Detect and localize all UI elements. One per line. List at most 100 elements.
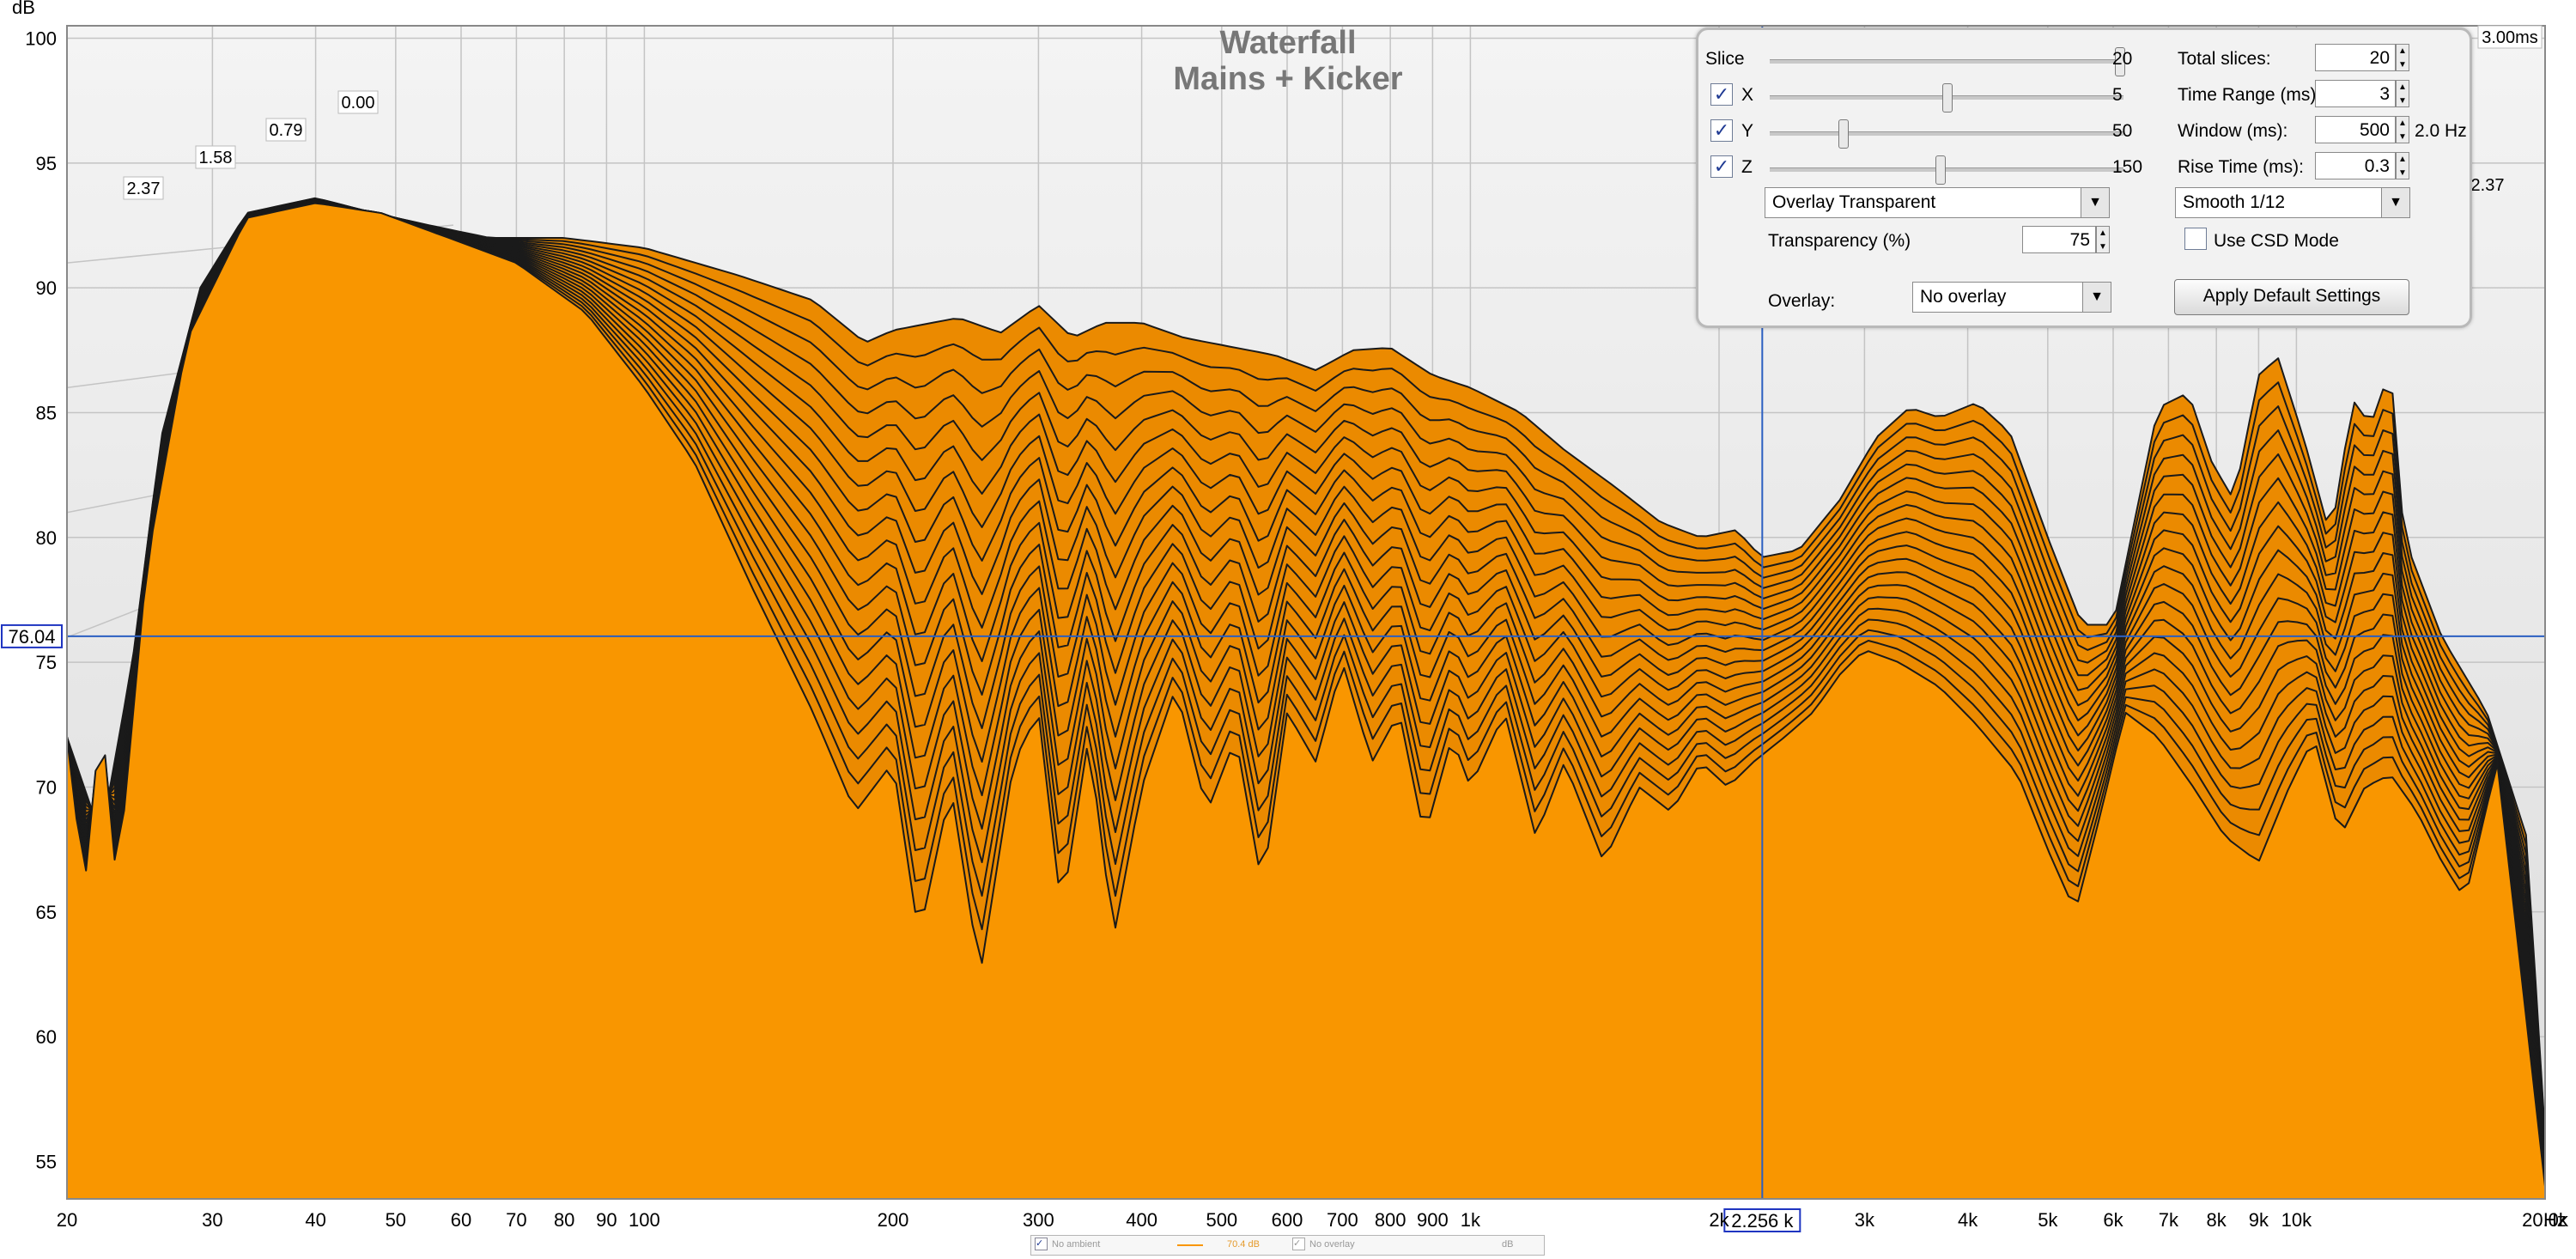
- waterfall-controls-panel: Slice 20 ✓ X 5 ✓ Y 50 ✓ Z 150 Overlay Tr…: [1696, 27, 2472, 328]
- smoothing-select[interactable]: Smooth 1/12 ▼: [2175, 187, 2410, 218]
- x-tick-label: 300: [1023, 1209, 1054, 1231]
- apply-default-settings-button[interactable]: Apply Default Settings: [2174, 279, 2409, 315]
- time-label-box: [195, 145, 236, 169]
- x-tick-label: 60: [451, 1209, 471, 1231]
- window-frequency: 2.0 Hz: [2415, 121, 2467, 141]
- x-tick-label: 800: [1375, 1209, 1406, 1231]
- mode-select[interactable]: Overlay Transparent ▼: [1765, 187, 2110, 218]
- legend-ambient-checkbox[interactable]: ✓: [1035, 1238, 1048, 1250]
- x-tick-label: 80: [554, 1209, 574, 1231]
- slice-value: 20: [2112, 49, 2133, 69]
- x-tick-label: 1k: [1461, 1209, 1481, 1231]
- transparency-spinner[interactable]: ▲ ▼: [2096, 226, 2110, 253]
- right-time-label: 2.37: [2471, 176, 2505, 195]
- y-tick-label: 90: [36, 277, 57, 299]
- x-tick-label: 900: [1417, 1209, 1449, 1231]
- x-tick-label: 20.0k: [2522, 1209, 2569, 1231]
- x-checkbox[interactable]: ✓: [1710, 83, 1733, 106]
- total-slices-spinner[interactable]: ▲ ▼: [2396, 44, 2409, 71]
- waterfall-slice: [67, 202, 2545, 1199]
- rise-time-input[interactable]: 0.3: [2315, 152, 2396, 179]
- cursor-frequency-box: [1723, 1208, 1801, 1232]
- transparency-input[interactable]: 75: [2022, 226, 2096, 253]
- x-tick-label: 7k: [2159, 1209, 2179, 1231]
- y-tick-label: 65: [36, 902, 57, 923]
- window-spinner[interactable]: ▲ ▼: [2396, 116, 2409, 143]
- right-top-time-box: [2477, 25, 2543, 49]
- y-axis-ticks: 100 95 90 85 80 75 70 65 60 55: [25, 28, 57, 1173]
- y-tick-label: 95: [36, 153, 57, 174]
- y-tick-label: 85: [36, 402, 57, 423]
- x-tick-label: 10k: [2281, 1209, 2312, 1231]
- cursor-level-box: [1, 623, 63, 648]
- x-tick-label: 600: [1272, 1209, 1303, 1231]
- total-slices-input[interactable]: 20: [2315, 44, 2396, 71]
- time-range-input[interactable]: 3: [2315, 80, 2396, 107]
- legend-overlay-checkbox[interactable]: ✓: [1292, 1238, 1305, 1250]
- time-label: 0.00: [342, 94, 375, 113]
- y-tick-label: 60: [36, 1026, 57, 1048]
- y-slider[interactable]: [1770, 131, 2123, 136]
- time-label-box: [337, 90, 379, 114]
- time-range-spinner[interactable]: ▲ ▼: [2396, 80, 2409, 107]
- x-tick-label: 20: [57, 1209, 77, 1231]
- transparency-label: Transparency (%): [1768, 231, 1911, 251]
- x-tick-label: 8k: [2207, 1209, 2227, 1231]
- z-label: Z: [1741, 157, 1753, 177]
- x-tick-label: 50: [386, 1209, 406, 1231]
- slice-label: Slice: [1705, 49, 1745, 69]
- smoothing-select-chevron-down-icon[interactable]: ▼: [2381, 188, 2409, 217]
- time-label-box: [123, 176, 164, 200]
- y-tick-label: 70: [36, 776, 57, 798]
- y-tick-label: 55: [36, 1151, 57, 1172]
- time-label: 0.79: [270, 121, 303, 140]
- chart-title: Waterfall: [1219, 25, 1356, 61]
- y-checkbox[interactable]: ✓: [1710, 119, 1733, 142]
- time-range-label: Time Range (ms):: [2178, 85, 2322, 105]
- legend-overlay-text: No overlay: [1309, 1239, 1355, 1250]
- time-axis-labels: 2.371.580.790.002.371.583.00ms: [123, 25, 2543, 200]
- plot-frame: [66, 25, 2546, 1200]
- x-tick-label: 30: [202, 1209, 222, 1231]
- legend-ambient-text: No ambient: [1052, 1239, 1101, 1250]
- legend-level-text: 70.4 dB: [1227, 1239, 1260, 1250]
- x-label: X: [1741, 85, 1754, 105]
- y-tick-label: 75: [36, 652, 57, 673]
- overlay-select[interactable]: No overlay ▼: [1912, 282, 2111, 313]
- slice-slider-thumb[interactable]: [2115, 47, 2125, 76]
- z-slider-thumb[interactable]: [1935, 155, 1946, 185]
- x-tick-label: 5k: [2038, 1209, 2058, 1231]
- slice-slider[interactable]: [1770, 59, 2123, 64]
- mode-select-value: Overlay Transparent: [1772, 192, 1936, 212]
- legend-series-swatch: [1177, 1244, 1203, 1246]
- total-slices-label: Total slices:: [2178, 49, 2271, 69]
- x-slider-thumb[interactable]: [1942, 83, 1953, 113]
- z-checkbox[interactable]: ✓: [1710, 155, 1733, 178]
- x-value: 5: [2112, 85, 2123, 105]
- smoothing-select-value: Smooth 1/12: [2183, 192, 2286, 212]
- y-axis-label: dB: [12, 0, 35, 18]
- overlay-select-chevron-down-icon[interactable]: ▼: [2082, 283, 2111, 312]
- csd-mode-checkbox[interactable]: ✓: [2184, 228, 2207, 250]
- y-label: Y: [1741, 121, 1754, 141]
- time-label: 2.37: [127, 179, 161, 198]
- x-tick-label: 200: [878, 1209, 909, 1231]
- y-tick-label: 100: [25, 28, 57, 50]
- z-value: 150: [2112, 157, 2143, 177]
- x-tick-label: 4k: [1958, 1209, 1978, 1231]
- mode-select-chevron-down-icon[interactable]: ▼: [2081, 188, 2109, 217]
- z-slider[interactable]: [1770, 167, 2123, 172]
- right-top-time-label: 3.00ms: [2482, 28, 2538, 47]
- legend-unit-text: dB: [1502, 1239, 1514, 1250]
- window-input[interactable]: 500: [2315, 116, 2396, 143]
- y-slider-thumb[interactable]: [1838, 119, 1850, 149]
- overlay-label: Overlay:: [1768, 291, 1836, 311]
- cursor-frequency-readout: 2.256 k: [1731, 1210, 1794, 1232]
- rise-time-label: Rise Time (ms):: [2178, 157, 2304, 177]
- x-tick-label: 40: [305, 1209, 325, 1231]
- time-label: 1.58: [199, 149, 233, 167]
- x-tick-label: 9k: [2249, 1209, 2269, 1231]
- rise-time-spinner[interactable]: ▲ ▼: [2396, 152, 2409, 179]
- x-tick-label: 100: [629, 1209, 660, 1231]
